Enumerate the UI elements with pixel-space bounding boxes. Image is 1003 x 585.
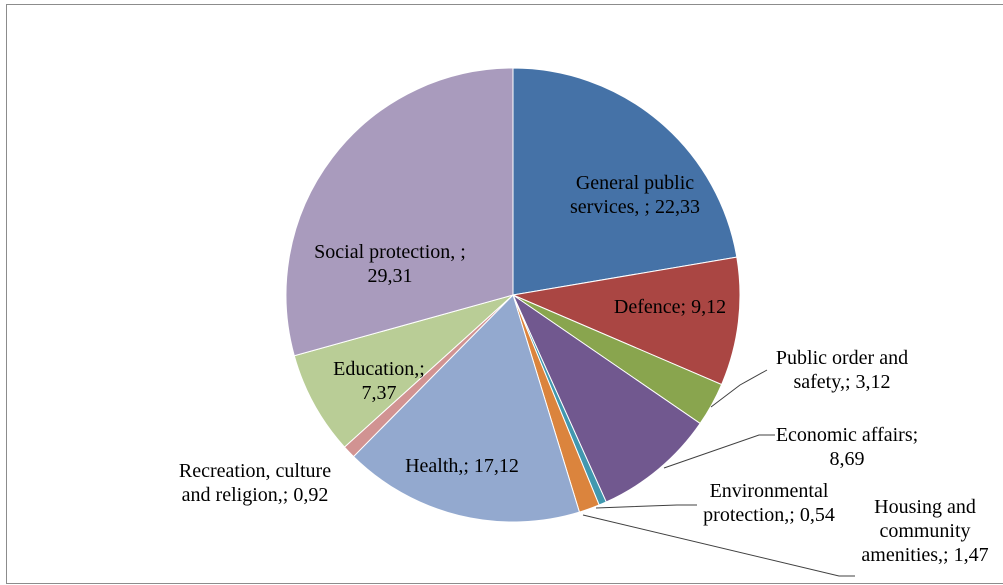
slice-label-6: Health,; 17,12 <box>405 455 519 477</box>
slice-label-line: Defence; 9,12 <box>614 296 726 318</box>
slice-label-0: General public services, ; 22,33 <box>570 172 700 218</box>
slice-label-2: Public order and safety,; 3,12 <box>776 347 908 393</box>
slice-label-line: Education,; <box>333 358 425 380</box>
slice-label-9: Social protection, ; 29,31 <box>314 241 466 287</box>
slice-label-line: Public order and <box>776 347 908 369</box>
slice-label-line: amenities,; 1,47 <box>861 544 988 566</box>
pie-chart: General public services, ; 22,33 Defence; … <box>179 67 989 577</box>
slice-label-line: Economic affairs; <box>776 424 918 446</box>
pie-slice-0 <box>512 67 738 296</box>
slice-label-line: Housing and <box>874 496 976 518</box>
slice-label-4: Environmental protection,; 0,54 <box>703 480 835 526</box>
pie-slice-8 <box>293 294 514 448</box>
slice-label-line: and religion,; 0,92 <box>182 484 329 506</box>
slice-label-line: Environmental <box>710 480 829 502</box>
slice-label-7: Recreation, culture and religion,; 0,92 <box>179 460 331 506</box>
slice-label-line: 8,69 <box>830 448 865 470</box>
slice-label-5: Housing and community amenities,; 1,47 <box>861 496 988 566</box>
pie-slice-9 <box>285 67 514 357</box>
slice-label-line: Social protection, ; <box>314 241 466 263</box>
leader-line-3 <box>663 434 775 469</box>
slice-label-line: Recreation, culture <box>179 460 331 482</box>
pie-slice-3 <box>511 293 701 503</box>
slice-label-line: 29,31 <box>368 265 413 287</box>
leader-line-2 <box>710 369 768 408</box>
slice-label-line: 7,37 <box>362 382 397 404</box>
slice-label-1: Defence; 9,12 <box>614 296 726 318</box>
slice-label-line: protection,; 0,54 <box>703 504 835 526</box>
chart-area: General public services, ; 22,33 Defence; … <box>6 4 1003 584</box>
leader-line-4 <box>595 504 697 509</box>
slice-label-8: Education,; 7,37 <box>333 358 425 404</box>
slice-label-line: Health,; 17,12 <box>405 455 519 477</box>
slice-label-line: safety,; 3,12 <box>793 371 890 393</box>
slice-label-line: community <box>879 520 970 542</box>
slice-label-line: services, ; 22,33 <box>570 196 700 218</box>
slice-label-3: Economic affairs; 8,69 <box>776 424 918 470</box>
slice-label-line: General public <box>576 172 694 194</box>
pie-slice-1 <box>511 256 741 386</box>
pie-slice-6 <box>352 294 581 523</box>
